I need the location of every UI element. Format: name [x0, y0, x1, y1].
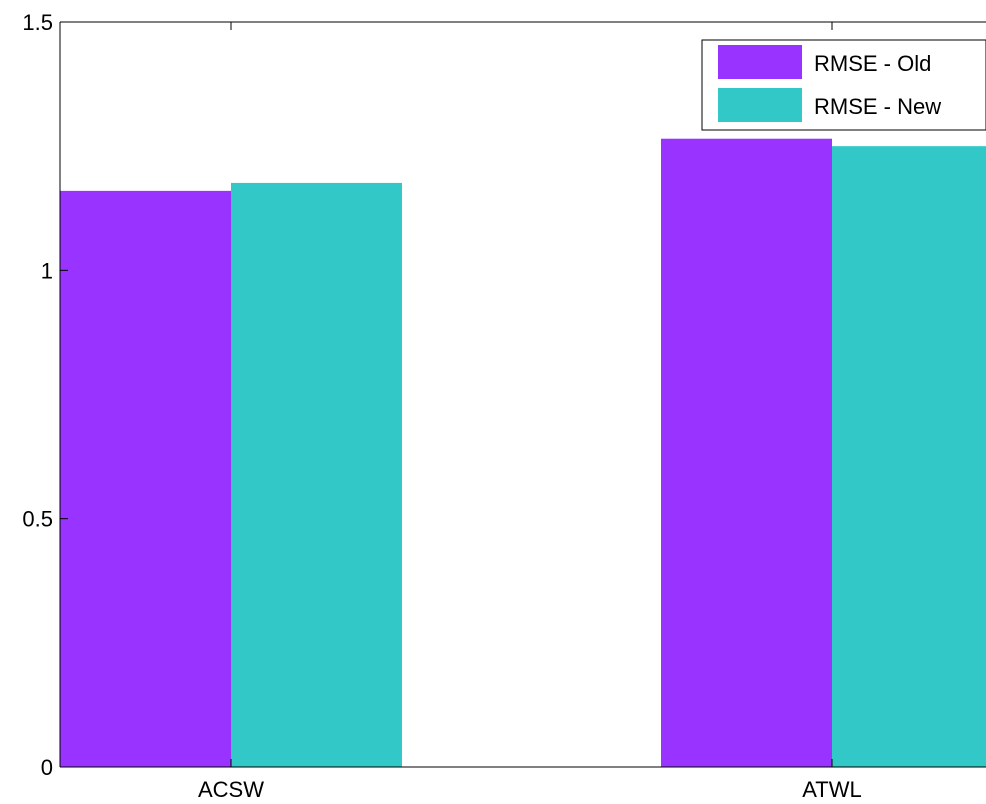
x-tick-label-atwl: ATWL — [802, 777, 861, 802]
x-ticks: ACSW ATWL — [198, 22, 862, 802]
x-tick-label-acsw: ACSW — [198, 777, 264, 802]
bar-acsw-new — [231, 182, 402, 768]
bar-acsw-old — [60, 190, 231, 767]
legend-swatch-new — [718, 88, 802, 122]
y-tick-label: 0.5 — [22, 507, 53, 532]
y-tick-label: 1 — [41, 258, 53, 283]
y-ticks: 0 0.5 1 1.5 — [22, 10, 68, 780]
legend-swatch-old — [718, 45, 802, 79]
legend: RMSE - Old RMSE - New — [701, 39, 986, 131]
legend-label-new: RMSE - New — [814, 94, 941, 119]
y-tick-label: 0 — [41, 755, 53, 780]
bar-atwl-new — [832, 146, 986, 767]
bars-layer — [60, 138, 986, 768]
y-tick-label: 1.5 — [22, 10, 53, 35]
bar-atwl-old — [661, 138, 832, 767]
legend-label-old: RMSE - Old — [814, 51, 931, 76]
